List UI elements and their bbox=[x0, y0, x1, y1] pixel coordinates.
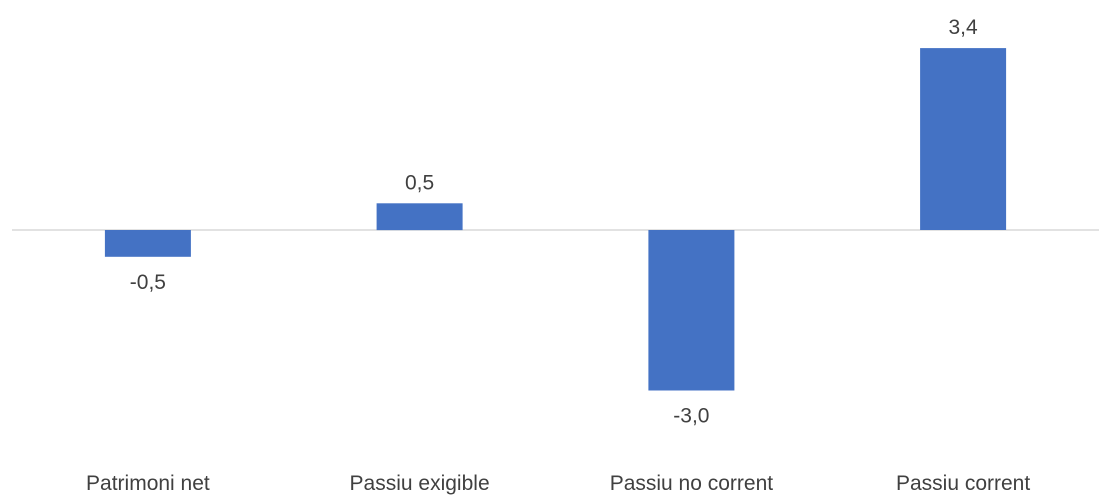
bar-1 bbox=[104, 230, 191, 257]
bar-4 bbox=[920, 48, 1007, 230]
bar-2 bbox=[376, 203, 463, 231]
data-label-1: -0,5 bbox=[130, 271, 166, 294]
data-label-4: 3,4 bbox=[948, 16, 978, 39]
category-label-4: Passiu corrent bbox=[896, 472, 1030, 495]
bar-3 bbox=[648, 230, 735, 391]
category-label-3: Passiu no corrent bbox=[610, 472, 774, 495]
data-label-2: 0,5 bbox=[405, 171, 434, 194]
category-label-2: Passiu exigible bbox=[350, 472, 490, 495]
category-label-1: Patrimoni net bbox=[86, 472, 210, 495]
data-label-3: -3,0 bbox=[673, 405, 709, 428]
